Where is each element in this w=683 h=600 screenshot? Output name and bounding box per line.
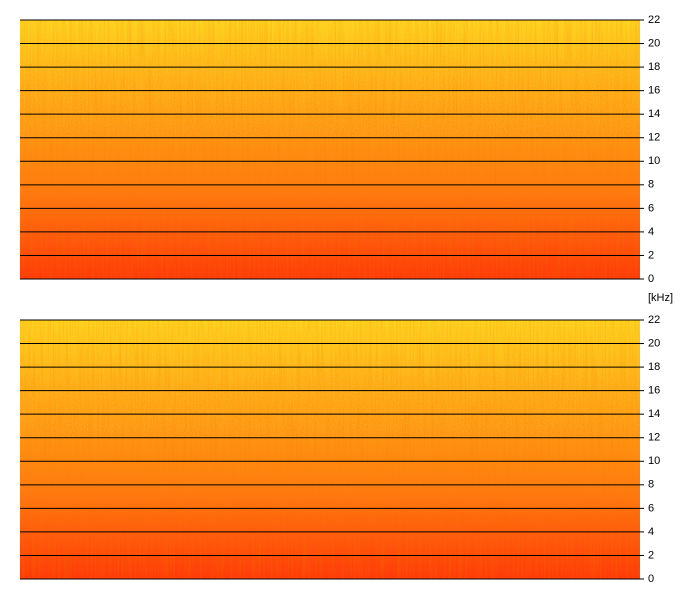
y-tick-label: 18: [648, 361, 660, 373]
y-tick-label: 0: [648, 573, 654, 585]
spectrogram-speckle: [20, 20, 640, 137]
y-tick-label: 22: [648, 314, 660, 326]
y-tick-label: 2: [648, 549, 654, 561]
y-tick-label: 2: [648, 249, 654, 261]
y-tick-label: 4: [648, 526, 654, 538]
y-tick-label: 8: [648, 479, 654, 491]
y-tick-label: 20: [648, 37, 660, 49]
y-tick-label: 12: [648, 432, 660, 444]
y-tick-label: 8: [648, 179, 654, 191]
y-tick-label: 22: [648, 14, 660, 26]
y-tick-label: 14: [648, 408, 660, 420]
y-tick-label: 0: [648, 273, 654, 285]
y-tick-label: 6: [648, 502, 654, 514]
y-tick-label: 6: [648, 202, 654, 214]
y-axis-unit: [kHz]: [648, 292, 673, 304]
y-tick-label: 10: [648, 455, 660, 467]
y-tick-label: 18: [648, 61, 660, 73]
y-tick-label: 16: [648, 385, 660, 397]
y-tick-label: 12: [648, 132, 660, 144]
y-tick-label: 4: [648, 226, 654, 238]
spectrogram-speckle: [20, 320, 640, 437]
y-tick-label: 20: [648, 337, 660, 349]
y-tick-label: 14: [648, 108, 660, 120]
y-tick-label: 16: [648, 85, 660, 97]
y-tick-label: 10: [648, 155, 660, 167]
